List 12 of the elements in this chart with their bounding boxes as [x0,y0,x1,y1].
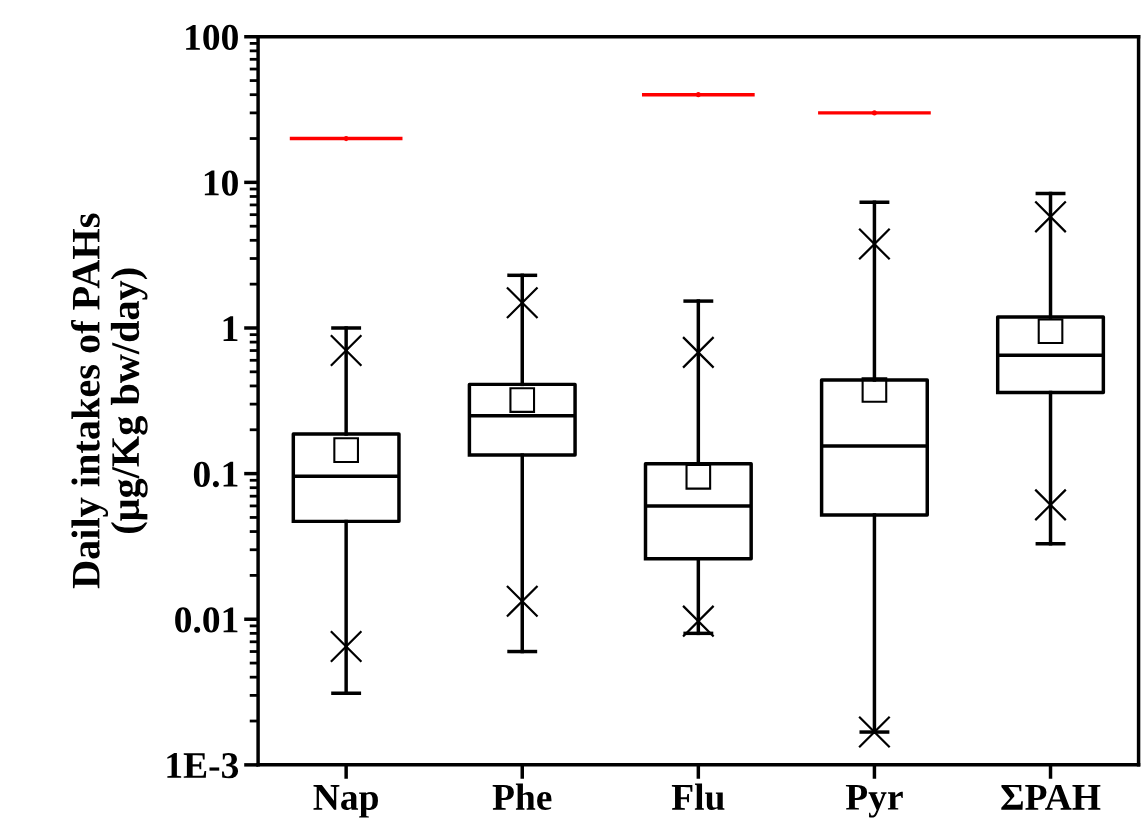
x-tick-label: Nap [313,785,378,818]
y-tick-label: 0.01 [175,607,238,633]
y-tick-label: 0.1 [193,461,238,488]
y-tick-label: 1 [223,316,238,341]
x-tick-label: ΣPAH [1001,784,1101,810]
y-tick-label: 1E-3 [167,753,239,779]
y-tick-label: 10 [204,170,238,196]
x-tick-label: Phe [492,783,552,810]
y-axis-title: Daily intakes of PAHs (μg/Kg bw/day) [70,213,148,589]
x-tick-label: Flu [671,783,725,811]
y-tick-label: 100 [186,24,238,51]
x-tick-label: Pyr [845,784,903,818]
